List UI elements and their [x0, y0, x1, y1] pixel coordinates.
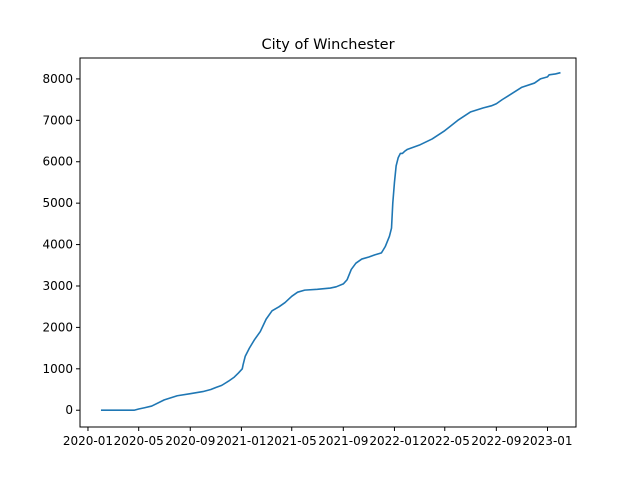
y-tick-label: 4000: [42, 238, 73, 252]
x-tick-label: 2020-09: [165, 434, 215, 448]
x-tick-label: 2021-09: [318, 434, 368, 448]
x-axis: 2020-01 2020-05 2020-09 2021-01 2021-05 2021-…: [63, 427, 573, 448]
x-tick-label: 2022-05: [420, 434, 470, 448]
series-layer: [100, 71, 561, 412]
y-tick-label: 8000: [42, 72, 73, 86]
plot-area: [79, 57, 577, 428]
y-tick-label: 2000: [42, 320, 73, 334]
x-tick-label: 2021-05: [267, 434, 317, 448]
y-tick-label: 1000: [42, 362, 73, 376]
y-tick-label: 7000: [42, 113, 73, 127]
series-line: [100, 71, 561, 412]
y-tick-label: 5000: [42, 196, 73, 210]
x-tick-label: 2023-01: [522, 434, 572, 448]
x-tick-label: 2020-01: [63, 434, 113, 448]
x-tick-label: 2020-05: [114, 434, 164, 448]
y-tick-label: 0: [65, 403, 73, 417]
x-tick-label: 2021-01: [216, 434, 266, 448]
chart-title: City of Winchester: [261, 37, 394, 53]
x-tick-label: 2022-01: [369, 434, 419, 448]
x-tick-label: 2022-09: [471, 434, 521, 448]
plot-frame: [79, 57, 577, 428]
y-tick-label: 6000: [42, 155, 73, 169]
y-axis: 0 1000 2000 3000 4000 5000 6000 7000 8000: [42, 72, 80, 417]
y-tick-label: 3000: [42, 279, 73, 293]
